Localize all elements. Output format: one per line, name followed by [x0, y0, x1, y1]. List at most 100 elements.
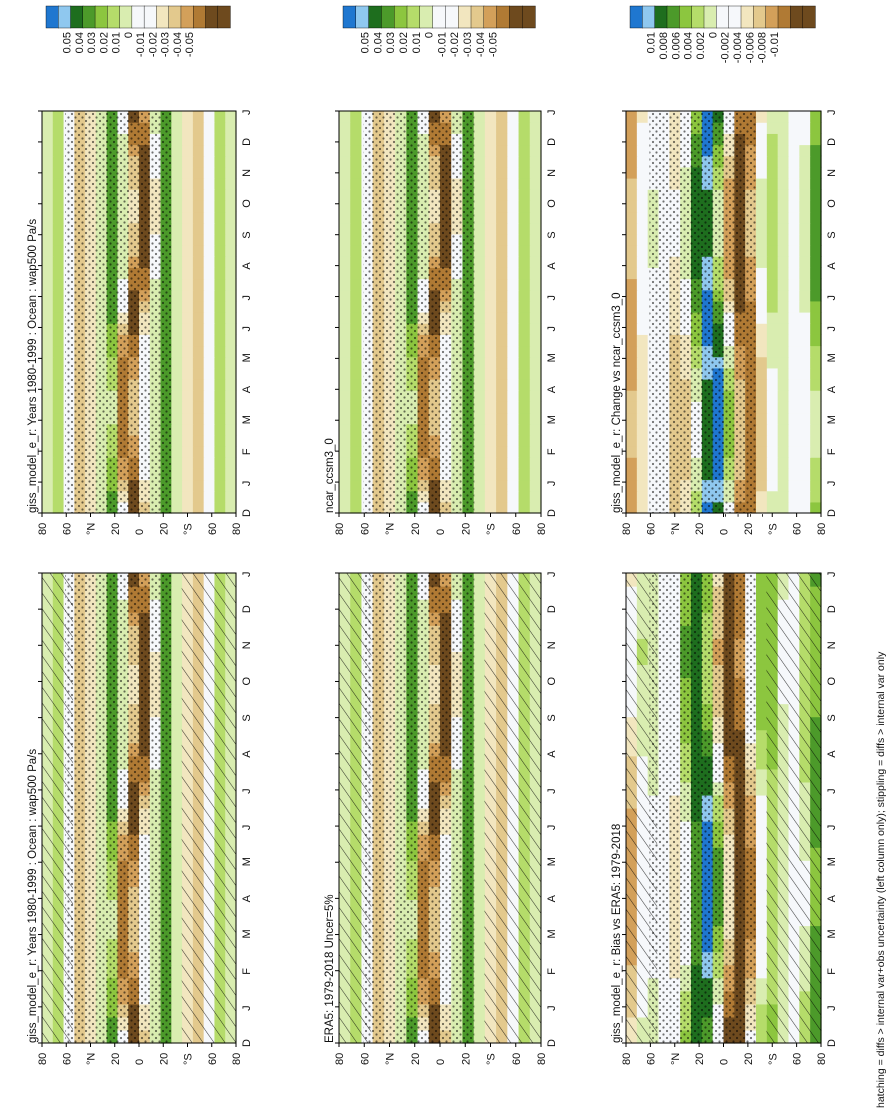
heatmap-cell	[636, 501, 649, 514]
heatmap-cell	[42, 401, 54, 414]
heatmap-cell	[518, 300, 531, 313]
heatmap-cell	[756, 323, 768, 335]
heatmap-cell	[52, 256, 65, 268]
heatmap-cell	[529, 178, 542, 190]
heatmap-cell	[182, 312, 194, 324]
month-tick-label: J	[546, 825, 558, 831]
heatmap-cell	[529, 200, 542, 213]
heatmap-cell	[484, 390, 497, 402]
heatmap-cell	[192, 166, 205, 179]
heatmap-cell	[529, 189, 542, 201]
heatmap-cell	[777, 468, 790, 481]
heatmap-cell	[756, 233, 768, 246]
heatmap-cell	[756, 951, 768, 966]
heatmap-cell	[42, 222, 54, 235]
heatmap-cell	[636, 479, 649, 492]
heatmap-cell	[788, 401, 800, 414]
month-tick-label: J	[826, 788, 838, 794]
heatmap-cell	[182, 166, 194, 179]
heatmap-cell	[192, 446, 205, 458]
heatmap-cell	[496, 222, 508, 235]
heatmap-cell	[529, 111, 542, 123]
colorbar-label: -0.01	[769, 32, 781, 57]
heatmap-cell	[766, 155, 779, 168]
heatmap-cell	[518, 178, 531, 190]
heatmap-cell	[203, 289, 216, 302]
heatmap-cell	[496, 200, 508, 213]
heatmap-cell	[529, 412, 542, 425]
heatmap-cell	[496, 379, 508, 391]
heatmap-cell	[52, 379, 65, 391]
heatmap-cell	[496, 289, 508, 302]
heatmap-cell	[473, 289, 486, 302]
heatmap-cell	[529, 501, 542, 514]
heatmap-cell	[756, 200, 768, 213]
heatmap-cell	[171, 625, 183, 639]
heatmap-cell	[339, 267, 351, 280]
heatmap-cell	[192, 423, 205, 436]
lat-tick-label: 60	[792, 1053, 804, 1065]
month-tick-label: M	[826, 857, 838, 866]
heatmap-cell	[171, 703, 183, 718]
heatmap-cell	[799, 490, 811, 503]
heatmap-cell	[799, 289, 811, 302]
heatmap-cell	[484, 122, 497, 134]
panel-middle-right: 80 60 °N 20 0 20 °S 60 80 D J F M A M J J A S O N D Jncar_ccsm…	[324, 5, 558, 535]
heatmap-cell	[225, 490, 237, 503]
heatmap-cell	[507, 278, 520, 291]
heatmap-cell	[529, 490, 542, 503]
heatmap-cell	[810, 155, 822, 168]
heatmap-cell	[350, 189, 363, 201]
month-tick-label: J	[826, 295, 838, 301]
heatmap-cell	[473, 312, 486, 324]
month-tick-label: D	[826, 138, 838, 146]
heatmap-cell	[203, 468, 216, 481]
heatmap-cell	[756, 245, 768, 257]
colorbar-swatch	[45, 5, 59, 29]
heatmap-cell	[350, 334, 363, 347]
heatmap-cell	[799, 222, 811, 235]
heatmap-cell	[496, 423, 508, 436]
month-tick-label: A	[241, 750, 253, 758]
heatmap-cell	[636, 278, 649, 291]
heatmap-cell	[339, 289, 351, 302]
heatmap-cell	[182, 412, 194, 425]
heatmap-cell	[756, 742, 768, 757]
heatmap-cell	[350, 312, 363, 324]
heatmap-cell	[171, 847, 183, 861]
colorbar-swatch	[368, 5, 383, 29]
colorbar-label: -0.002	[720, 32, 732, 63]
heatmap-cell	[766, 200, 779, 213]
heatmap-cell	[529, 211, 542, 224]
colorbar-swatch	[679, 5, 693, 29]
heatmap-cell	[42, 267, 54, 280]
heatmap-cell	[171, 912, 183, 927]
heatmap-cell	[192, 122, 205, 134]
lat-tick-label: 0	[435, 529, 447, 535]
heatmap-cell	[529, 144, 542, 157]
heatmap-cell	[214, 312, 226, 324]
heatmap-cell	[182, 390, 194, 402]
colorbar-label: 0.03	[86, 32, 98, 53]
heatmap-cell	[192, 468, 205, 481]
heatmap-cell	[777, 379, 790, 391]
month-tick-label: J	[241, 1005, 253, 1011]
heatmap-cell	[214, 200, 226, 213]
heatmap-cell	[171, 990, 183, 1005]
heatmap-cell	[507, 356, 520, 369]
heatmap-cell	[42, 501, 54, 514]
heatmap-cell	[518, 111, 531, 123]
heatmap-cell	[496, 457, 508, 469]
month-tick-label: D	[241, 605, 253, 613]
heatmap-cell	[777, 122, 790, 134]
heatmap-cell	[756, 222, 768, 235]
colorbar-swatch	[432, 5, 447, 29]
month-tick-label: J	[241, 825, 253, 831]
heatmap-cell	[766, 412, 779, 425]
heatmap-cell	[777, 256, 790, 268]
heatmap-cell	[636, 211, 649, 224]
lat-tick-label: 20	[694, 1053, 706, 1065]
heatmap-cell	[626, 189, 638, 201]
heatmap-cell	[192, 457, 205, 469]
lat-tick-label: °S	[486, 1053, 498, 1065]
